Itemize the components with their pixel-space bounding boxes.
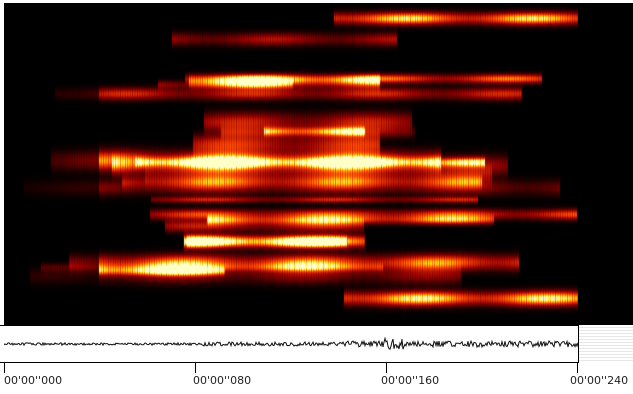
time-label-160: 00'00''160 bbox=[381, 374, 440, 387]
time-label-0: 00'00''000 bbox=[4, 374, 63, 387]
spectrogram-side-panel bbox=[578, 3, 633, 325]
waveform-side-panel bbox=[578, 325, 633, 363]
time-ruler[interactable]: 00'00''000 00'00''080 00'00''160 00'00''… bbox=[0, 363, 633, 394]
waveform-graph bbox=[4, 336, 578, 350]
waveform-track[interactable] bbox=[0, 325, 633, 363]
time-label-240: 00'00''240 bbox=[570, 374, 629, 387]
time-label-80: 00'00''080 bbox=[193, 374, 252, 387]
spectrogram-display[interactable] bbox=[4, 3, 578, 325]
time-tick bbox=[195, 363, 196, 373]
time-tick bbox=[577, 363, 578, 373]
time-tick bbox=[386, 363, 387, 373]
time-tick bbox=[4, 363, 5, 373]
waveform-line bbox=[4, 336, 578, 350]
